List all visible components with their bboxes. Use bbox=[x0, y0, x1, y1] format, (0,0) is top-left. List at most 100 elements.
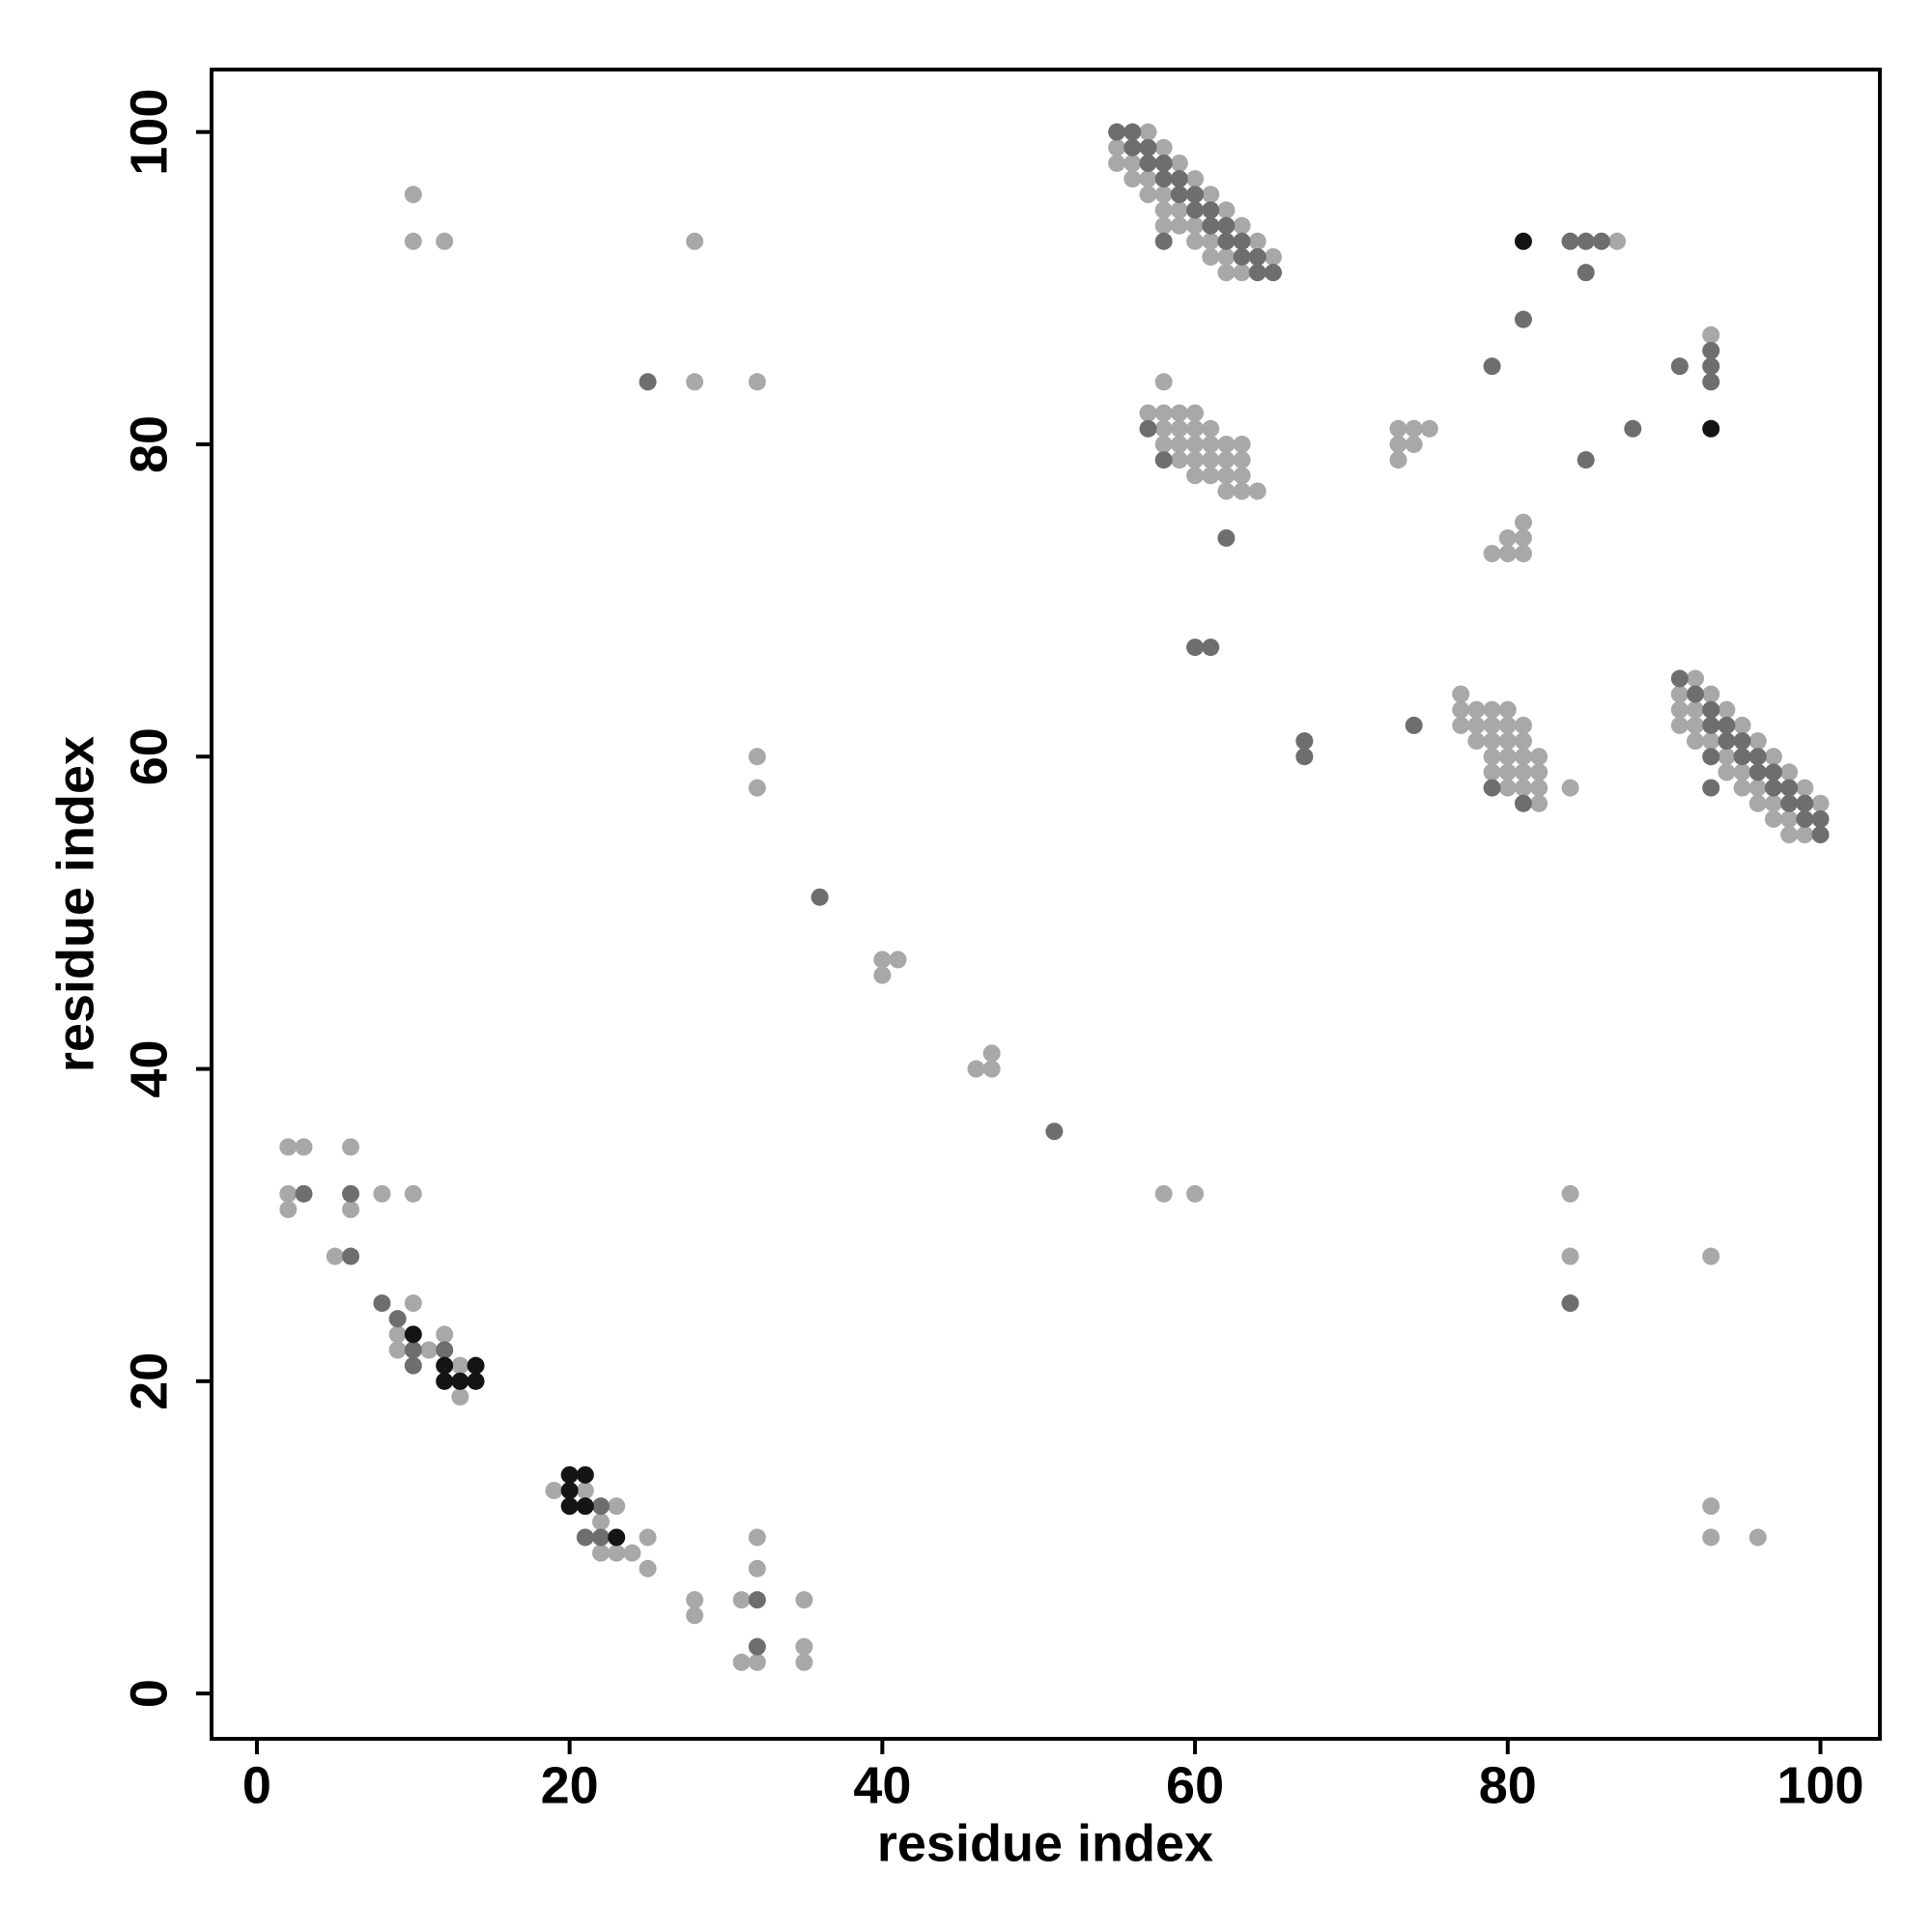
point bbox=[1498, 779, 1517, 797]
point bbox=[748, 1559, 766, 1577]
point bbox=[1139, 185, 1157, 204]
point bbox=[1233, 482, 1251, 500]
point bbox=[1264, 247, 1282, 266]
point bbox=[1186, 170, 1205, 188]
point bbox=[1217, 264, 1236, 282]
point bbox=[342, 1184, 360, 1203]
point bbox=[1483, 357, 1501, 376]
point bbox=[1248, 264, 1266, 282]
point bbox=[1702, 700, 1720, 719]
point bbox=[467, 1372, 485, 1390]
point bbox=[1264, 264, 1282, 282]
point bbox=[1202, 467, 1220, 485]
point bbox=[1514, 732, 1532, 751]
point bbox=[1420, 419, 1438, 438]
point bbox=[1718, 732, 1736, 751]
point bbox=[1687, 732, 1705, 751]
point bbox=[1389, 451, 1407, 469]
point bbox=[1170, 419, 1188, 438]
point bbox=[1217, 467, 1236, 485]
point bbox=[1811, 794, 1830, 812]
point bbox=[1202, 201, 1220, 219]
point bbox=[1811, 826, 1830, 844]
point bbox=[576, 1465, 594, 1484]
point bbox=[1780, 826, 1799, 844]
point bbox=[1514, 232, 1532, 250]
point bbox=[795, 1637, 813, 1656]
point bbox=[1702, 685, 1720, 703]
point bbox=[1514, 794, 1532, 812]
point bbox=[1186, 216, 1205, 235]
x-tick-label: 40 bbox=[853, 1756, 911, 1814]
point bbox=[748, 1637, 766, 1656]
point bbox=[373, 1294, 391, 1313]
point bbox=[1514, 545, 1532, 563]
point bbox=[467, 1356, 485, 1375]
point bbox=[1154, 138, 1173, 156]
point bbox=[545, 1481, 563, 1499]
point bbox=[1233, 232, 1251, 250]
point bbox=[1608, 232, 1627, 250]
point bbox=[1577, 451, 1595, 469]
point bbox=[1452, 685, 1470, 703]
x-tick-label: 20 bbox=[541, 1756, 599, 1814]
point bbox=[1170, 216, 1188, 235]
point bbox=[1498, 700, 1517, 719]
point bbox=[1170, 404, 1188, 422]
point bbox=[686, 373, 704, 391]
point bbox=[1483, 700, 1501, 719]
point bbox=[1702, 779, 1720, 797]
point bbox=[1233, 467, 1251, 485]
point bbox=[1389, 419, 1407, 438]
point bbox=[1186, 419, 1205, 438]
point bbox=[1498, 528, 1517, 547]
point bbox=[1483, 545, 1501, 563]
point bbox=[1139, 419, 1157, 438]
point bbox=[1796, 810, 1814, 828]
y-tick-label: 100 bbox=[120, 89, 178, 176]
point bbox=[436, 232, 454, 250]
point bbox=[1733, 732, 1751, 751]
point bbox=[982, 1060, 1001, 1078]
point bbox=[1186, 1184, 1205, 1203]
point bbox=[404, 1184, 422, 1203]
point bbox=[1217, 482, 1236, 500]
point bbox=[1170, 170, 1188, 188]
point bbox=[1154, 1184, 1173, 1203]
point bbox=[639, 373, 657, 391]
point bbox=[1670, 357, 1689, 376]
point bbox=[451, 1387, 469, 1406]
point bbox=[436, 1341, 454, 1359]
point bbox=[1702, 1528, 1720, 1547]
point bbox=[1154, 185, 1173, 204]
point bbox=[1139, 154, 1157, 172]
point bbox=[1139, 123, 1157, 141]
point bbox=[279, 1184, 298, 1203]
point bbox=[795, 1591, 813, 1609]
point bbox=[967, 1060, 985, 1078]
x-tick-label: 100 bbox=[1776, 1756, 1863, 1814]
point bbox=[388, 1325, 407, 1344]
point bbox=[1233, 451, 1251, 469]
y-tick-label: 60 bbox=[120, 727, 178, 785]
point bbox=[1748, 763, 1767, 781]
point bbox=[639, 1559, 657, 1577]
point bbox=[1483, 748, 1501, 766]
point bbox=[732, 1591, 751, 1609]
point bbox=[1530, 794, 1548, 812]
point bbox=[1186, 451, 1205, 469]
point bbox=[1702, 373, 1720, 391]
point bbox=[623, 1544, 641, 1562]
point bbox=[451, 1356, 469, 1375]
point bbox=[1718, 716, 1736, 734]
point bbox=[1123, 123, 1142, 141]
point bbox=[1154, 419, 1173, 438]
point bbox=[1202, 435, 1220, 453]
y-tick-label: 20 bbox=[120, 1352, 178, 1410]
point bbox=[1702, 716, 1720, 734]
point bbox=[1764, 748, 1782, 766]
point bbox=[295, 1138, 313, 1156]
point bbox=[873, 966, 892, 984]
point bbox=[608, 1528, 626, 1547]
point bbox=[1670, 700, 1689, 719]
